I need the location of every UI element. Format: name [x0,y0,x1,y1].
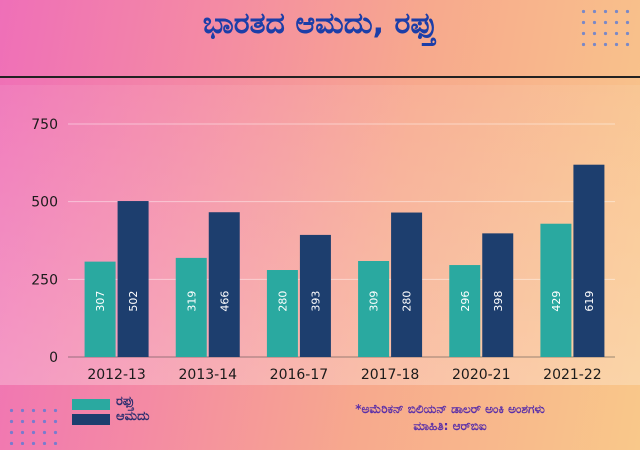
data-label-export: 280 [276,291,289,312]
x-tick-label: 2020-21 [452,367,511,383]
data-label-export: 296 [459,291,472,312]
title-divider [0,76,640,78]
bar-import [208,212,240,357]
data-label-import: 398 [492,291,505,312]
y-tick-label: 250 [31,272,58,288]
bar-export [540,223,572,357]
x-tick-label: 2017-18 [361,367,420,383]
x-tick-label: 2012-13 [87,367,146,383]
data-label-export: 319 [185,291,198,312]
legend-label-export: ರಫ್ತು [116,394,135,409]
bar-export [84,261,116,357]
data-label-export: 307 [94,291,107,312]
y-tick-label: 0 [49,350,58,366]
data-label-export: 429 [550,291,563,312]
bar-export [449,265,481,357]
bar-import [573,164,605,357]
source-note: ಮಾಹಿತಿ: ಆರ್‌ಬಿಐ [413,419,487,433]
x-tick-label: 2013-14 [179,367,238,383]
bar-import [482,233,514,357]
unit-note: *ಅಮೆರಿಕನ್ ಬಿಲಿಯನ್ ಡಾಲರ್ ಅಂಕಿ ಅಂಶಗಳು [355,402,545,416]
y-tick-label: 500 [31,195,58,211]
data-label-import: 393 [309,291,322,312]
data-label-export: 309 [368,291,381,312]
data-label-import: 280 [401,291,414,312]
bar-export [266,270,298,357]
legend-swatch-import [72,414,110,425]
decorative-dots-top-right [578,6,632,48]
legend-swatch-export [72,399,110,410]
data-label-import: 619 [583,291,596,312]
bar-export [175,257,207,357]
data-label-import: 502 [127,291,140,312]
legend-label-import: ಆಮದು [116,409,150,424]
x-tick-label: 2021-22 [543,367,602,383]
chart-title: ಭಾರತದ ಆಮದು, ರಫ್ತು [202,6,438,41]
y-tick-label: 750 [31,117,58,133]
bar-import [117,201,149,357]
decorative-dots-bottom-left [6,405,58,445]
bar-export [358,261,390,357]
bar-import [299,234,331,357]
x-tick-label: 2016-17 [270,367,329,383]
bar-import [391,212,423,357]
data-label-import: 466 [218,291,231,312]
